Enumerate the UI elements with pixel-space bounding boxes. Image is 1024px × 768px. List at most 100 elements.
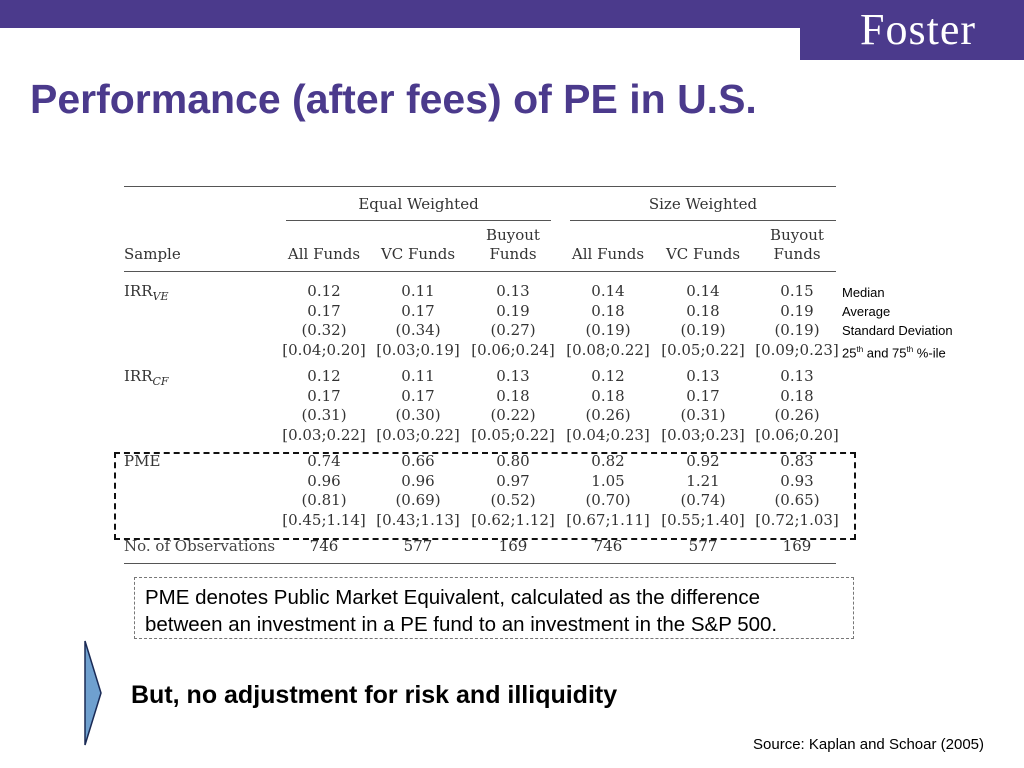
table-cell: 0.11 xyxy=(401,282,435,300)
table-cell: (0.32) xyxy=(301,321,347,339)
table-cell: (0.74) xyxy=(680,491,726,509)
table-cell: 0.80 xyxy=(496,452,530,470)
table-cell: [0.72;1.03] xyxy=(755,510,839,529)
table-cell: 0.13 xyxy=(496,367,530,385)
column-header: VC Funds xyxy=(380,245,456,263)
observations-label: No. of Observations xyxy=(124,537,276,555)
table-cell: 0.18 xyxy=(591,386,625,405)
logo-box: Foster xyxy=(800,0,1024,60)
table-cell: 0.17 xyxy=(307,301,341,320)
table-cell: (0.19) xyxy=(774,321,820,339)
column-header: All Funds xyxy=(571,245,645,263)
table-cell: [0.43;1.13] xyxy=(376,510,460,529)
table-cell: 0.93 xyxy=(780,471,814,490)
sample-header: Sample xyxy=(124,245,181,263)
table-cell: 0.14 xyxy=(591,282,625,300)
table-cell: [0.55;1.40] xyxy=(661,510,745,529)
table-cell: 0.82 xyxy=(591,452,625,470)
table-cell: 0.92 xyxy=(686,452,720,470)
table-top-rule xyxy=(124,186,836,187)
size-weighted-rule xyxy=(570,220,836,221)
table-cell: 0.17 xyxy=(401,386,435,405)
group-header-equal: Equal Weighted xyxy=(358,195,479,213)
table-cell: (0.31) xyxy=(301,406,347,424)
table-cell: [0.09;0.23] xyxy=(755,340,839,359)
table-cell: 0.19 xyxy=(496,301,530,320)
table-cell: 0.19 xyxy=(780,301,814,320)
table-cell: (0.19) xyxy=(680,321,726,339)
table-cell: [0.62;1.12] xyxy=(471,510,555,529)
table-cell: (0.27) xyxy=(490,321,536,339)
observations-cell: 169 xyxy=(498,537,528,555)
legend-median: Median xyxy=(842,285,885,300)
legend-std: Standard Deviation xyxy=(842,323,953,338)
table-cell: [0.03;0.22] xyxy=(376,425,460,444)
table-cell: 0.15 xyxy=(780,282,814,300)
table-cell: 0.96 xyxy=(307,471,341,490)
table-cell: 0.13 xyxy=(686,367,720,385)
table-cell: 0.13 xyxy=(780,367,814,385)
table-cell: (0.22) xyxy=(490,406,536,424)
table-cell: (0.26) xyxy=(585,406,631,424)
table-cell: 0.18 xyxy=(780,386,814,405)
table-cell: (0.70) xyxy=(585,491,631,509)
table-cell: (0.34) xyxy=(395,321,441,339)
table-cell: 0.18 xyxy=(496,386,530,405)
table-cell: [0.45;1.14] xyxy=(282,510,366,529)
table-cell: (0.19) xyxy=(585,321,631,339)
table-cell: 0.74 xyxy=(307,452,341,470)
table-cell: 0.18 xyxy=(591,301,625,320)
table-cell: 0.12 xyxy=(307,282,341,300)
bullet-text: But, no adjustment for risk and illiquid… xyxy=(131,681,618,709)
table-cell: 0.12 xyxy=(591,367,625,385)
table-cell: 0.66 xyxy=(401,452,435,470)
header-bottom-rule xyxy=(124,271,836,272)
pme-note: PME denotes Public Market Equivalent, ca… xyxy=(134,577,854,639)
table-cell: 0.11 xyxy=(401,367,435,385)
observations-cell: 169 xyxy=(782,537,812,555)
legend-percentile: 25th and 75th %-ile xyxy=(842,345,946,361)
pme-highlight-box xyxy=(114,452,856,540)
column-header: Buyout xyxy=(770,226,824,244)
column-header: VC Funds xyxy=(665,245,741,263)
table-cell: [0.04;0.23] xyxy=(566,425,650,444)
column-header: Funds xyxy=(489,245,537,263)
row-legend: Median Average Standard Deviation 25th a… xyxy=(842,283,953,362)
observations-cell: 577 xyxy=(403,537,433,555)
table-cell: [0.04;0.20] xyxy=(282,340,366,359)
table-cell: 1.05 xyxy=(591,471,625,490)
column-header: Buyout xyxy=(486,226,540,244)
table-cell: 0.17 xyxy=(401,301,435,320)
table-cell: (0.81) xyxy=(301,491,347,509)
table-cell: (0.30) xyxy=(395,406,441,424)
table-cell: [0.05;0.22] xyxy=(661,340,745,359)
table-cell: [0.03;0.19] xyxy=(376,340,460,359)
table-cell: [0.03;0.23] xyxy=(661,425,745,444)
row-label: IRRCF xyxy=(124,367,169,388)
group-header-size: Size Weighted xyxy=(648,195,758,213)
table-cell: [0.03;0.22] xyxy=(282,425,366,444)
observations-cell: 746 xyxy=(593,537,623,555)
column-header: Funds xyxy=(773,245,821,263)
table-cell: [0.06;0.24] xyxy=(471,340,555,359)
table-cell: 0.14 xyxy=(686,282,720,300)
table-cell: (0.31) xyxy=(680,406,726,424)
row-label: IRRVE xyxy=(124,282,169,303)
table-cell: [0.05;0.22] xyxy=(471,425,555,444)
table-cell: 0.18 xyxy=(686,301,720,320)
table-cell: 0.13 xyxy=(496,282,530,300)
legend-average: Average xyxy=(842,304,891,319)
table-cell: 0.17 xyxy=(686,386,720,405)
table-cell: 0.12 xyxy=(307,367,341,385)
slide-title: Performance (after fees) of PE in U.S. xyxy=(30,76,757,122)
observations-cell: 577 xyxy=(688,537,718,555)
observations-cell: 746 xyxy=(309,537,339,555)
equal-weighted-rule xyxy=(286,220,551,221)
table-cell: 0.17 xyxy=(307,386,341,405)
column-header: All Funds xyxy=(287,245,361,263)
table-cell: (0.52) xyxy=(490,491,536,509)
table-bottom-rule xyxy=(124,563,836,564)
table-cell: (0.26) xyxy=(774,406,820,424)
table-cell: 0.97 xyxy=(496,471,530,490)
table-cell: [0.06;0.20] xyxy=(755,425,839,444)
